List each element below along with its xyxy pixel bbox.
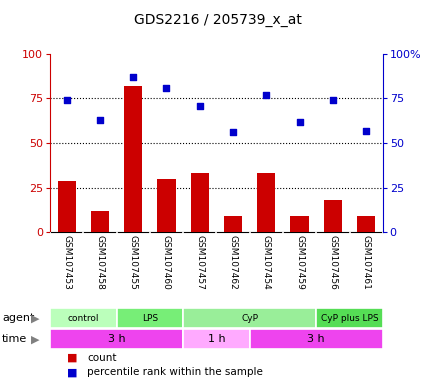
Text: 1 h: 1 h bbox=[207, 334, 225, 344]
Bar bbox=[256, 174, 275, 232]
Text: ▶: ▶ bbox=[31, 313, 40, 323]
Bar bbox=[50, 308, 116, 328]
Text: time: time bbox=[2, 334, 27, 344]
Point bbox=[229, 129, 236, 136]
Text: GSM107453: GSM107453 bbox=[62, 235, 71, 290]
Text: ■: ■ bbox=[67, 367, 78, 377]
Point bbox=[163, 84, 170, 91]
Text: GSM107457: GSM107457 bbox=[195, 235, 204, 290]
Point bbox=[329, 97, 335, 103]
Bar bbox=[183, 308, 316, 328]
Text: GSM107455: GSM107455 bbox=[128, 235, 138, 290]
Bar bbox=[356, 216, 375, 232]
Bar bbox=[190, 174, 208, 232]
Text: LPS: LPS bbox=[141, 314, 158, 323]
Bar bbox=[124, 86, 142, 232]
Point bbox=[196, 103, 203, 109]
Bar bbox=[57, 180, 76, 232]
Point bbox=[63, 97, 70, 103]
Bar bbox=[157, 179, 175, 232]
Point bbox=[362, 127, 369, 134]
Text: ▶: ▶ bbox=[31, 334, 40, 344]
Text: GSM107460: GSM107460 bbox=[161, 235, 171, 290]
Bar bbox=[249, 329, 382, 349]
Text: CyP: CyP bbox=[240, 314, 258, 323]
Text: GSM107454: GSM107454 bbox=[261, 235, 270, 289]
Text: count: count bbox=[87, 353, 116, 363]
Text: GSM107458: GSM107458 bbox=[95, 235, 104, 290]
Text: percentile rank within the sample: percentile rank within the sample bbox=[87, 367, 262, 377]
Bar bbox=[323, 200, 341, 232]
Bar bbox=[50, 329, 183, 349]
Point bbox=[296, 119, 302, 125]
Text: agent: agent bbox=[2, 313, 34, 323]
Text: 3 h: 3 h bbox=[108, 334, 125, 344]
Text: GSM107459: GSM107459 bbox=[294, 235, 303, 290]
Bar bbox=[290, 216, 308, 232]
Text: 3 h: 3 h bbox=[307, 334, 324, 344]
Text: ■: ■ bbox=[67, 353, 78, 363]
Text: GSM107456: GSM107456 bbox=[328, 235, 337, 290]
Text: GDS2216 / 205739_x_at: GDS2216 / 205739_x_at bbox=[133, 13, 301, 27]
Point bbox=[96, 117, 103, 123]
Text: CyP plus LPS: CyP plus LPS bbox=[320, 314, 378, 323]
Bar bbox=[183, 329, 249, 349]
Text: GSM107461: GSM107461 bbox=[361, 235, 370, 290]
Bar bbox=[224, 216, 242, 232]
Point bbox=[262, 92, 269, 98]
Bar bbox=[91, 211, 109, 232]
Bar bbox=[116, 308, 183, 328]
Text: GSM107462: GSM107462 bbox=[228, 235, 237, 289]
Bar bbox=[316, 308, 382, 328]
Point bbox=[129, 74, 136, 80]
Text: control: control bbox=[67, 314, 99, 323]
